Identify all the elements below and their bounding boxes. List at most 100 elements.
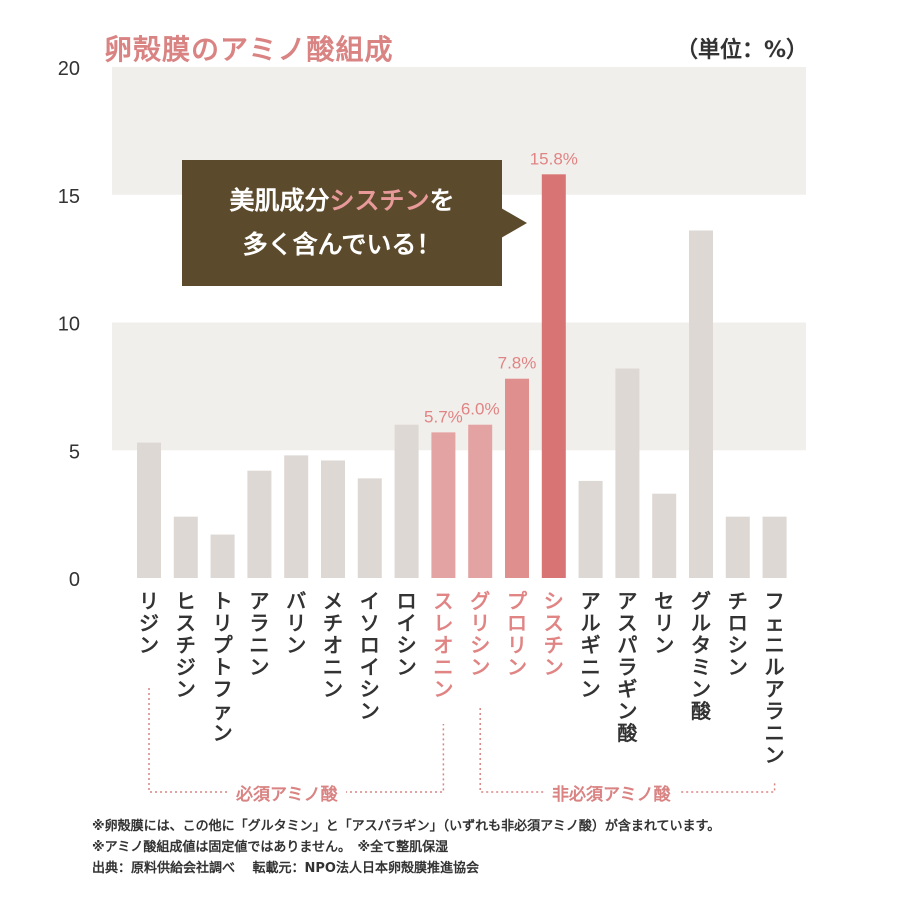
category-label-char: ラ xyxy=(249,611,269,635)
category-label-char: ロ xyxy=(397,589,417,613)
category-label-char: ト xyxy=(213,655,233,679)
category-label-char: ジ xyxy=(139,611,159,635)
category-label-char: ス xyxy=(617,611,637,635)
essential-group-label: 必須アミノ酸 xyxy=(228,780,346,805)
bar xyxy=(652,493,677,578)
category-label-char: 酸 xyxy=(617,721,638,745)
bar xyxy=(431,432,456,578)
callout-highlight: シスチン xyxy=(329,186,430,215)
category-label-char: ン xyxy=(433,677,453,701)
category-label-char: フ xyxy=(213,677,233,701)
category-label-char: ン xyxy=(397,655,417,679)
category-label-char: リ xyxy=(286,611,306,635)
category-label-char: ン xyxy=(139,633,159,657)
footnotes: ※卵殻膜には、この他に「グルタミン」と「アスパラギン」（いずれも非必須アミノ酸）… xyxy=(92,816,720,879)
y-tick-label: 5 xyxy=(69,441,80,463)
value-label: 15.8% xyxy=(530,149,578,168)
bar xyxy=(357,478,382,578)
category-label-char: イ xyxy=(397,611,417,635)
bar xyxy=(394,424,419,578)
category-label-char: ニ xyxy=(765,721,785,745)
bar xyxy=(505,378,529,578)
category-label-char: レ xyxy=(433,611,453,635)
category-label-char: ニ xyxy=(249,633,269,657)
category-label-char: ァ xyxy=(213,699,233,723)
category-label-char: セ xyxy=(654,589,674,613)
category-label-char: ェ xyxy=(765,611,785,635)
category-label-char: ン xyxy=(507,655,527,679)
category-label-char: バ xyxy=(286,589,306,613)
y-tick-label: 20 xyxy=(58,58,80,80)
value-label: 6.0% xyxy=(461,400,500,419)
category-label-char: ロ xyxy=(507,611,527,635)
chart-title: 卵殻膜のアミノ酸組成 xyxy=(104,33,394,66)
unit-label: （単位：%） xyxy=(675,38,808,63)
category-label-char: タ xyxy=(691,633,711,657)
category-label-char: オ xyxy=(323,633,343,657)
category-label-char: チ xyxy=(176,633,196,657)
category-label-char: ア xyxy=(581,589,601,613)
category-label-char: ス xyxy=(433,589,453,613)
category-label-char: ル xyxy=(765,655,785,679)
bar xyxy=(173,516,198,578)
bar xyxy=(578,480,603,578)
bar xyxy=(247,470,272,578)
bar xyxy=(762,516,787,578)
category-label-char: ジ xyxy=(176,655,196,679)
category-label-char: イ xyxy=(360,655,380,679)
category-label-char: ン xyxy=(323,677,343,701)
category-label-char: ン xyxy=(360,699,380,723)
category-label-char: チ xyxy=(323,611,343,635)
category-label-char: ン xyxy=(249,655,269,679)
category-label-char: ア xyxy=(249,589,269,613)
bar xyxy=(137,442,161,578)
category-label-char: シ xyxy=(728,633,748,657)
value-label: 5.7% xyxy=(424,407,463,426)
category-label-char: ロ xyxy=(728,611,748,635)
category-label-char: ン xyxy=(691,677,711,701)
category-label-char: プ xyxy=(507,589,528,613)
category-label-char: イ xyxy=(360,589,380,613)
bar xyxy=(468,424,493,578)
category-label-char: ル xyxy=(691,611,711,635)
callout-text-a: 美肌成分 xyxy=(229,186,330,215)
y-tick-label: 0 xyxy=(69,569,80,591)
category-label-char: ア xyxy=(617,589,637,613)
category-label-char: ニ xyxy=(765,633,785,657)
category-label-char: ト xyxy=(213,589,233,613)
category-label-char: シ xyxy=(544,589,564,613)
callout-text-c: を xyxy=(429,186,455,215)
category-label-char: メ xyxy=(323,589,343,613)
bar xyxy=(541,174,566,578)
category-label-char: リ xyxy=(507,633,527,657)
category-label-char: ン xyxy=(728,655,748,679)
category-label-char: ヒ xyxy=(176,589,196,613)
category-label-char: ソ xyxy=(360,611,380,635)
bar xyxy=(321,460,345,578)
category-label-char: リ xyxy=(139,589,159,613)
category-label-char: リ xyxy=(470,611,490,635)
category-label-char: ン xyxy=(765,743,785,767)
category-label-char: リ xyxy=(213,611,233,635)
bar xyxy=(284,455,309,578)
category-label-char: ラ xyxy=(765,699,785,723)
nonessential-group-label: 非必須アミノ酸 xyxy=(544,780,679,805)
category-label-char: ラ xyxy=(617,655,637,679)
category-label-char: ギ xyxy=(617,677,637,701)
footnote-3: 出典：原料供給会社調べ 転載元：NPO法人日本卵殻膜推進協会 xyxy=(92,861,479,876)
category-label-char: パ xyxy=(617,633,637,657)
footnote-2: ※アミノ酸組成値は固定値ではありません。 ※全て整肌保湿 xyxy=(92,840,449,855)
category-label-char: 酸 xyxy=(691,699,712,723)
category-label-char: フ xyxy=(765,589,785,613)
category-label-char: グ xyxy=(470,589,490,613)
category-label-char: リ xyxy=(654,611,674,635)
category-label-char: ニ xyxy=(323,655,343,679)
category-label-char: チ xyxy=(728,589,748,613)
category-label-char: シ xyxy=(360,677,380,701)
callout-line2: 多く含んでいる！ xyxy=(242,230,442,259)
bar xyxy=(725,516,750,578)
category-label-char: ン xyxy=(654,633,674,657)
essential-bracket xyxy=(148,688,445,793)
category-label-char: ギ xyxy=(581,633,601,657)
